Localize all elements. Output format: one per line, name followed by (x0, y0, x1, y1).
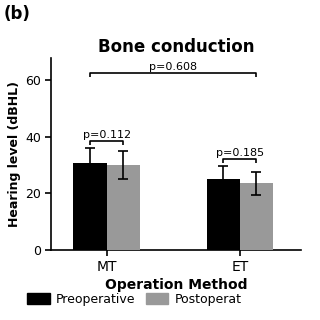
Bar (206, 179, 240, 250)
Bar (240, 183, 273, 250)
X-axis label: Operation Method: Operation Method (105, 278, 247, 292)
Text: p=0.112: p=0.112 (83, 130, 131, 140)
Legend: Preoperative, Postoperat: Preoperative, Postoperat (22, 288, 246, 310)
Bar (73, 164, 107, 250)
Title: Bone conduction: Bone conduction (98, 38, 254, 56)
Y-axis label: Hearing level (dBHL): Hearing level (dBHL) (8, 81, 21, 227)
Bar (107, 165, 140, 250)
Text: (b): (b) (3, 5, 30, 23)
Text: p=0.185: p=0.185 (216, 148, 264, 158)
Text: p=0.608: p=0.608 (149, 62, 197, 72)
